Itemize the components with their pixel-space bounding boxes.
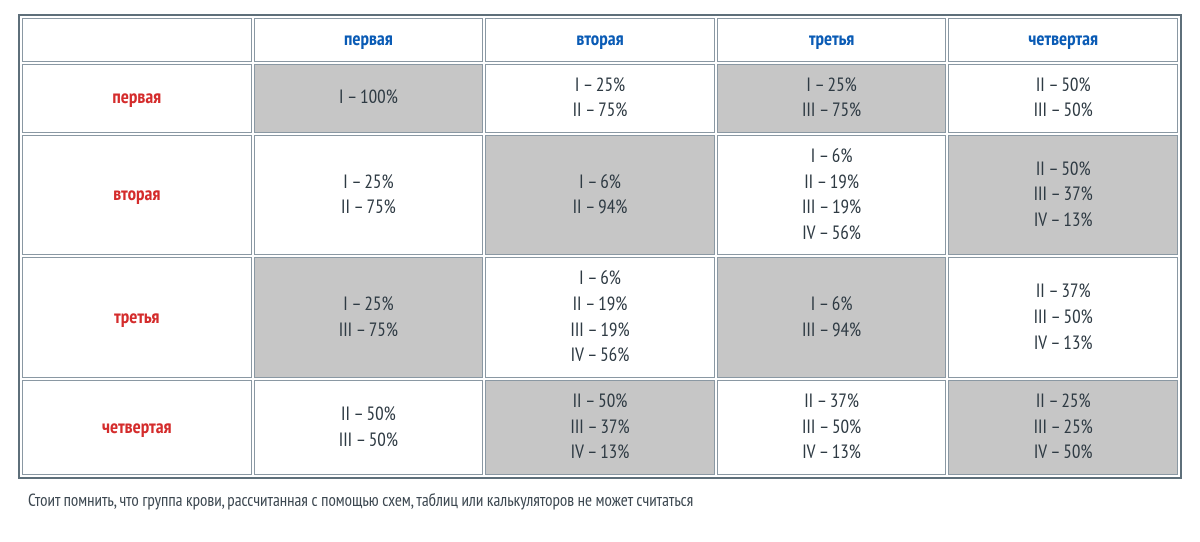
row-head-1: первая	[22, 64, 252, 133]
cell-r3c3: I – 6%III – 94%	[717, 257, 947, 378]
cell-r3c2: I – 6%II – 19%III – 19%IV – 56%	[485, 257, 715, 378]
table-row: первая I – 100% I – 25%II – 75% I – 25%I…	[22, 64, 1178, 133]
cell-r4c3: II – 37%III – 50%IV – 13%	[717, 380, 947, 475]
row-head-2: вторая	[22, 135, 252, 256]
cell-r1c1: I – 100%	[254, 64, 484, 133]
col-head-4: четвертая	[948, 18, 1178, 62]
corner-cell	[22, 18, 252, 62]
col-head-1: первая	[254, 18, 484, 62]
table-row: третья I – 25%III – 75% I – 6%II – 19%II…	[22, 257, 1178, 378]
cell-r4c1: II – 50%III – 50%	[254, 380, 484, 475]
cell-r3c4: II – 37%III – 50%IV – 13%	[948, 257, 1178, 378]
table-row: четвертая II – 50%III – 50% II – 50%III …	[22, 380, 1178, 475]
cell-r3c1: I – 25%III – 75%	[254, 257, 484, 378]
row-head-4: четвертая	[22, 380, 252, 475]
col-head-2: вторая	[485, 18, 715, 62]
cell-r1c4: II – 50%III – 50%	[948, 64, 1178, 133]
header-row: первая вторая третья четвертая	[22, 18, 1178, 62]
cell-r4c2: II – 50%III – 37%IV – 13%	[485, 380, 715, 475]
table-row: вторая I – 25%II – 75% I – 6%II – 94% I …	[22, 135, 1178, 256]
cell-r2c1: I – 25%II – 75%	[254, 135, 484, 256]
cell-r2c3: I – 6%II – 19%III – 19%IV – 56%	[717, 135, 947, 256]
cell-r1c3: I – 25%III – 75%	[717, 64, 947, 133]
row-head-3: третья	[22, 257, 252, 378]
cell-r2c4: II – 50%III – 37%IV – 13%	[948, 135, 1178, 256]
blood-group-table: первая вторая третья четвертая первая I …	[18, 14, 1182, 479]
cell-r1c2: I – 25%II – 75%	[485, 64, 715, 133]
footer-note: Стоит помнить, что группа крови, рассчит…	[18, 489, 1182, 511]
col-head-3: третья	[717, 18, 947, 62]
cell-r2c2: I – 6%II – 94%	[485, 135, 715, 256]
cell-r4c4: II – 25%III – 25%IV – 50%	[948, 380, 1178, 475]
